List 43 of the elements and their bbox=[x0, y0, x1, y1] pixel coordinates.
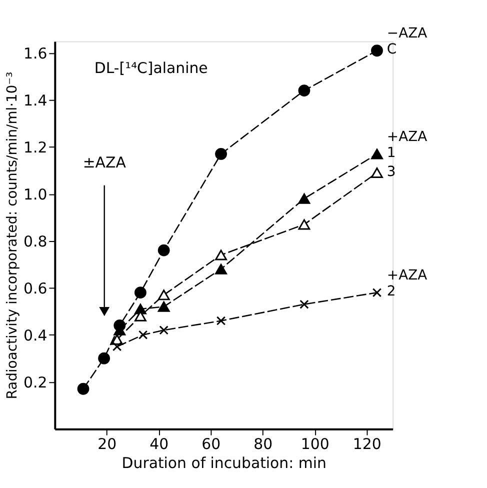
y-tick-label: 0.6 bbox=[24, 279, 48, 298]
point bbox=[134, 286, 146, 299]
point bbox=[158, 244, 170, 256]
series-label: +AZA 2 bbox=[386, 268, 428, 300]
point bbox=[215, 250, 227, 260]
annotation: ±AZA bbox=[82, 153, 127, 172]
point bbox=[372, 288, 382, 298]
point bbox=[98, 352, 110, 364]
series-label: +AZA 1 bbox=[386, 129, 428, 161]
x-tick-label: 120 bbox=[352, 435, 382, 454]
point bbox=[159, 326, 168, 335]
point bbox=[298, 193, 310, 204]
point bbox=[138, 330, 148, 340]
point bbox=[298, 84, 310, 96]
x-tick-label: 60 bbox=[202, 435, 221, 454]
y-tick-label: 1.2 bbox=[24, 138, 48, 156]
annotation: DL-[¹⁴C]alanine bbox=[94, 59, 208, 78]
series-label: 3 bbox=[386, 164, 396, 180]
series-label: −AZA C bbox=[386, 26, 428, 58]
point bbox=[216, 316, 226, 326]
point bbox=[158, 290, 170, 300]
x-tick-label: 20 bbox=[98, 435, 117, 454]
x-tick-label: 100 bbox=[300, 435, 330, 454]
y-tick-label: 0.8 bbox=[24, 232, 48, 250]
point bbox=[300, 300, 309, 309]
y-tick-label: 1.6 bbox=[24, 44, 48, 62]
x-tick-label: 40 bbox=[150, 435, 169, 454]
x-tick-label: 80 bbox=[254, 435, 273, 454]
point bbox=[298, 219, 310, 230]
y-axis-title: Radioactivity incorporated: counts/min/ml·10⁻³ bbox=[4, 72, 21, 400]
point bbox=[371, 148, 383, 160]
y-tick-label: 1.0 bbox=[24, 185, 48, 204]
y-tick-label: 1.4 bbox=[24, 91, 48, 110]
point bbox=[158, 301, 170, 312]
point bbox=[77, 382, 90, 395]
x-axis-title: Duration of incubation: min bbox=[122, 454, 326, 472]
y-tick-label: 0.2 bbox=[24, 373, 48, 392]
point bbox=[215, 148, 227, 160]
point bbox=[371, 44, 383, 57]
point bbox=[112, 342, 122, 352]
point bbox=[371, 168, 383, 178]
y-tick-label: 0.4 bbox=[24, 326, 48, 344]
point bbox=[215, 264, 227, 274]
